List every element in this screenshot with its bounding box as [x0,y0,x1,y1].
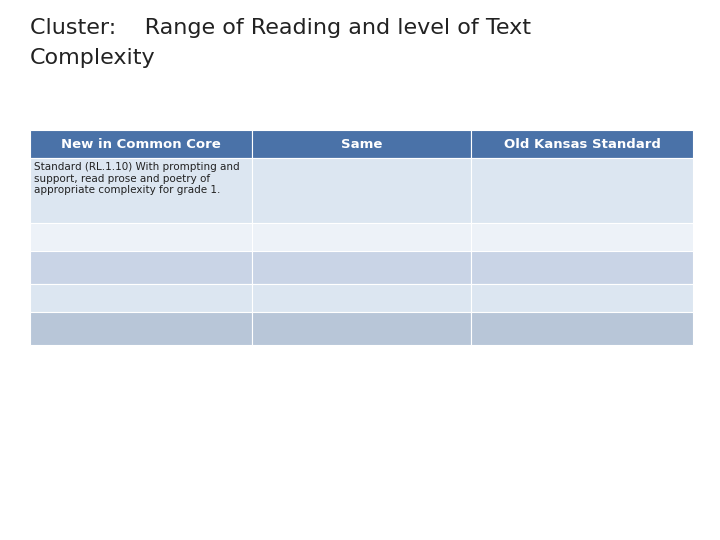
FancyBboxPatch shape [30,312,252,345]
FancyBboxPatch shape [252,223,471,251]
Text: Standard (RL.1.10) With prompting and
support, read prose and poetry of
appropri: Standard (RL.1.10) With prompting and su… [34,162,240,195]
Text: Cluster:    Range of Reading and level of Text: Cluster: Range of Reading and level of T… [30,18,531,38]
FancyBboxPatch shape [30,223,252,251]
FancyBboxPatch shape [471,284,693,312]
Text: Complexity: Complexity [30,48,156,68]
FancyBboxPatch shape [252,158,471,223]
FancyBboxPatch shape [252,284,471,312]
FancyBboxPatch shape [252,251,471,284]
Text: Same: Same [341,138,382,151]
FancyBboxPatch shape [30,158,252,223]
FancyBboxPatch shape [252,312,471,345]
Text: New in Common Core: New in Common Core [61,138,221,151]
FancyBboxPatch shape [30,284,252,312]
FancyBboxPatch shape [30,130,252,158]
FancyBboxPatch shape [471,312,693,345]
FancyBboxPatch shape [30,251,252,284]
FancyBboxPatch shape [471,130,693,158]
FancyBboxPatch shape [471,223,693,251]
FancyBboxPatch shape [471,158,693,223]
Text: Old Kansas Standard: Old Kansas Standard [503,138,660,151]
FancyBboxPatch shape [471,251,693,284]
FancyBboxPatch shape [252,130,471,158]
